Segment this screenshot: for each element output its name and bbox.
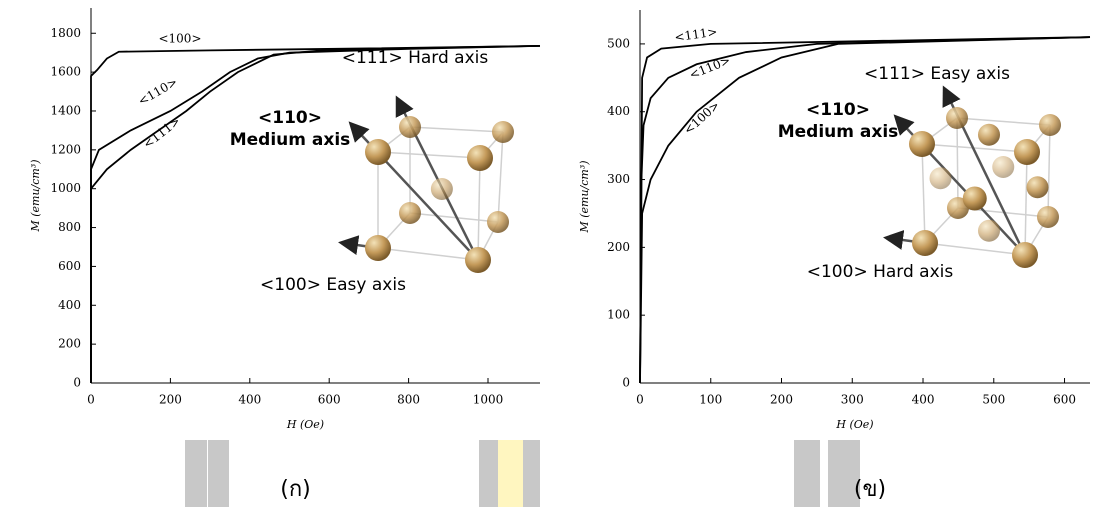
- annotation: <110>: [258, 108, 322, 128]
- x-tick-label: 300: [841, 393, 864, 407]
- x-tick-label: 400: [912, 393, 935, 407]
- atom: [978, 123, 1000, 146]
- decor-bar: [208, 440, 229, 507]
- decor-bar: [185, 440, 207, 507]
- x-tick-label: 200: [770, 393, 793, 407]
- decor-bar: [828, 440, 860, 507]
- legend-label: <111>: [674, 25, 719, 45]
- legend-label: <110>: [136, 75, 180, 109]
- atom: [467, 145, 493, 171]
- panel-label: (ก): [280, 477, 311, 502]
- x-axis-label: H (Oe): [835, 418, 873, 431]
- legend-label: <100>: [158, 32, 201, 46]
- y-tick-label: 300: [607, 172, 630, 186]
- atom: [946, 107, 968, 129]
- x-tick-label: 100: [699, 393, 722, 407]
- atom: [1037, 206, 1059, 228]
- cube-edge: [497, 131, 504, 223]
- annotation: Medium axis: [230, 130, 351, 150]
- annotation: <111> Hard axis: [342, 48, 489, 68]
- x-tick-label: 0: [636, 393, 644, 407]
- cube-edge: [1047, 124, 1051, 218]
- cube-edge: [409, 126, 504, 133]
- y-tick-label: 1800: [50, 26, 81, 40]
- atom: [912, 230, 938, 256]
- y-tick-label: 1400: [50, 103, 81, 117]
- cube-edge: [956, 117, 1051, 126]
- x-tick-label: 1000: [473, 393, 504, 407]
- cube-edge: [921, 143, 926, 244]
- atom: [492, 121, 514, 143]
- cube-edge: [377, 247, 479, 261]
- atom: [399, 116, 421, 138]
- y-axis-label: M (emu/cm³): [29, 159, 42, 232]
- line: [639, 36, 1091, 384]
- atom: [465, 247, 491, 273]
- y-tick-label: 600: [58, 259, 81, 273]
- y-tick-label: 800: [58, 220, 81, 234]
- atom: [978, 219, 1000, 242]
- cube-edge: [377, 151, 481, 159]
- decor-bar: [523, 440, 540, 507]
- decor-bar: [479, 440, 498, 507]
- x-tick-label: 800: [397, 393, 420, 407]
- y-tick-label: 200: [607, 240, 630, 254]
- x-tick-label: 600: [318, 393, 341, 407]
- atom: [1026, 176, 1049, 199]
- y-tick-label: 100: [607, 308, 630, 322]
- line: [639, 36, 1091, 384]
- atom: [909, 131, 935, 157]
- atom: [992, 156, 1015, 178]
- legend-label: <100>: [681, 98, 722, 137]
- x-tick-label: 400: [238, 393, 261, 407]
- x-axis-label: H (Oe): [286, 418, 324, 431]
- y-tick-label: 1000: [50, 181, 81, 195]
- y-tick-label: 400: [607, 104, 630, 118]
- x-tick-label: 500: [982, 393, 1005, 407]
- cube-edge: [477, 157, 481, 261]
- annotation: <110>: [806, 100, 870, 120]
- panel-label: (ข): [854, 477, 886, 502]
- atom: [365, 139, 391, 165]
- annotation: <100> Easy axis: [260, 275, 406, 295]
- x-tick-label: 0: [87, 393, 95, 407]
- line: [639, 36, 1091, 384]
- y-axis-label: M (emu/cm³): [578, 160, 591, 233]
- x-tick-label: 200: [159, 393, 182, 407]
- y-tick-label: 0: [73, 376, 81, 390]
- atom: [929, 167, 952, 190]
- x-tick-label: 600: [1053, 393, 1076, 407]
- cube-edge: [409, 212, 499, 223]
- annotation: <100> Hard axis: [807, 262, 954, 282]
- legend-label: <111>: [140, 114, 183, 152]
- atom: [430, 178, 453, 200]
- line: [90, 44, 541, 383]
- atom: [1012, 242, 1038, 268]
- atom: [399, 202, 421, 224]
- atom: [365, 235, 391, 261]
- cube-edge: [924, 242, 1026, 256]
- cube-edge: [956, 117, 959, 209]
- atom: [1039, 114, 1061, 136]
- legend-label: <110>: [687, 53, 732, 82]
- y-tick-label: 200: [58, 337, 81, 351]
- line: [90, 44, 541, 383]
- decor-bar: [498, 440, 523, 507]
- atom: [1014, 139, 1040, 165]
- annotation: <111> Easy axis: [864, 64, 1010, 84]
- y-tick-label: 0: [622, 376, 630, 390]
- decor-bar: [794, 440, 820, 507]
- atom: [962, 186, 987, 211]
- cube-edge: [1024, 151, 1028, 256]
- annotation: Medium axis: [778, 122, 899, 142]
- y-tick-label: 1200: [50, 142, 81, 156]
- y-tick-label: 1600: [50, 65, 81, 79]
- y-tick-label: 400: [58, 298, 81, 312]
- atom: [487, 211, 509, 233]
- y-tick-label: 500: [607, 36, 630, 50]
